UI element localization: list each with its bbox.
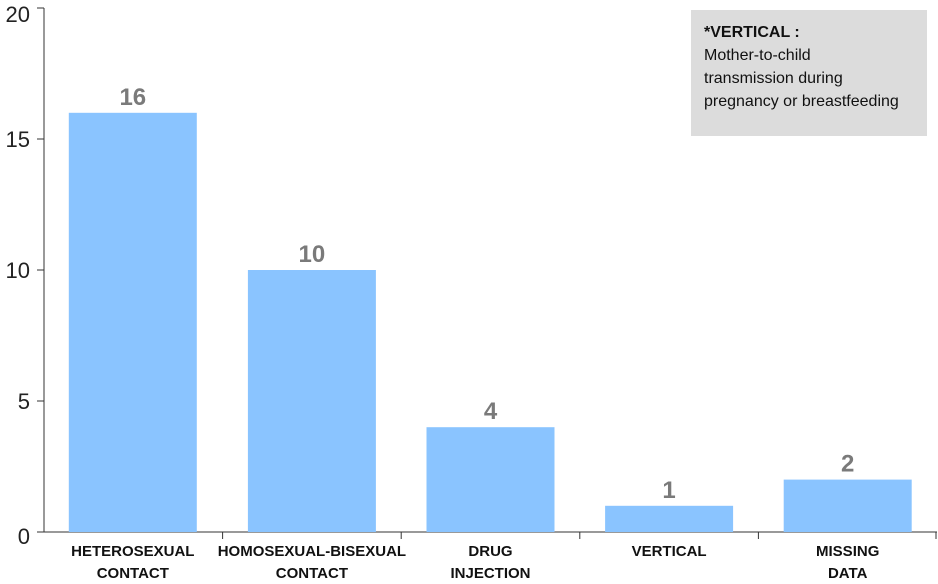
vertical-definition-note: *VERTICAL : Mother-to-child transmission… [691,10,927,136]
y-tick-label: 0 [18,524,30,549]
bar [68,112,197,533]
note-line-3: pregnancy or breastfeeding [704,93,899,110]
bar [783,479,912,532]
category-label: DRUG INJECTION [450,543,530,582]
chart-labels: 16 HETEROSEXUAL CONTACT 10 HOMOSEXUAL-BISEXU… [71,84,879,582]
bar-value-label: 16 [119,84,146,111]
note-line-1: Mother-to-child [704,47,811,64]
bar-value-label: 2 [841,451,854,478]
bar [605,505,734,532]
bar-value-label: 4 [484,398,498,425]
y-tick-label: 5 [18,389,30,414]
chart-bars [68,112,912,533]
y-tick-label: 15 [6,127,30,152]
bar [247,270,376,532]
note-title: *VERTICAL : [704,24,800,41]
y-tick-label: 20 [6,2,30,27]
y-tick-label: 10 [6,258,30,283]
category-label: MISSING DATA [816,543,879,582]
bar-value-label: 10 [299,241,326,268]
category-label: VERTICAL [632,543,707,560]
note-line-2: transmission during [704,70,843,87]
category-label: HETEROSEXUAL CONTACT [71,543,194,582]
category-label: HOMOSEXUAL-BISEXUAL CONTACT [218,543,406,582]
bar [426,427,555,532]
bar-value-label: 1 [662,477,675,504]
